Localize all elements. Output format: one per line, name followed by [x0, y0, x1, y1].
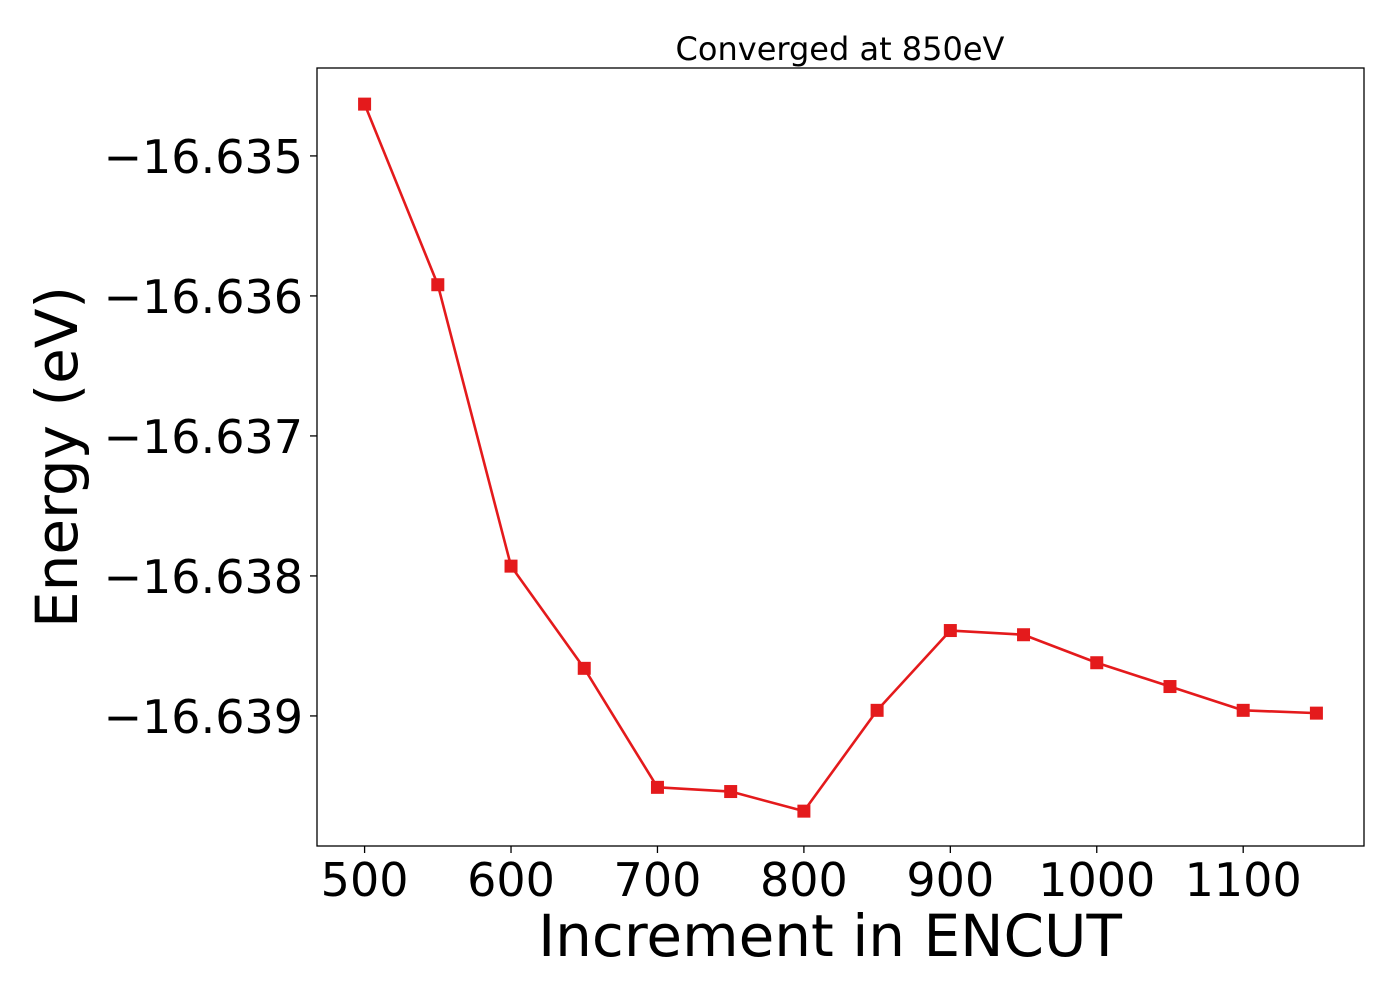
- series-layer: [358, 97, 1323, 818]
- y-axis-label: Energy (eV): [23, 286, 91, 628]
- y-tick-label-2: −16.637: [104, 410, 304, 464]
- data-point-1000: [1090, 656, 1104, 670]
- data-point-750: [724, 785, 738, 799]
- data-point-800: [797, 804, 811, 818]
- data-point-900: [943, 624, 957, 638]
- series-line-0: [363, 103, 1317, 813]
- x-tick-label-700: 700: [614, 853, 702, 907]
- y-tick-label-0: −16.635: [104, 130, 304, 184]
- y-tick-label-1: −16.636: [104, 270, 304, 324]
- chart-title: Converged at 850eV: [676, 30, 1005, 68]
- data-point-650: [577, 661, 591, 675]
- data-point-600: [504, 559, 518, 573]
- x-tick-label-800: 800: [760, 853, 848, 907]
- y-axis: −16.635 −16.636 −16.637 −16.638 −16.639: [104, 130, 317, 744]
- data-point-850: [870, 703, 884, 717]
- data-point-550: [431, 278, 445, 292]
- y-tick-label-3: −16.638: [104, 550, 304, 604]
- x-tick-label-900: 900: [906, 853, 994, 907]
- data-point-1150: [1309, 706, 1323, 720]
- y-tick-label-4: −16.639: [104, 690, 304, 744]
- data-point-500: [358, 97, 372, 111]
- data-point-1050: [1163, 680, 1177, 694]
- x-tick-label-1100: 1100: [1185, 853, 1302, 907]
- x-tick-label-1000: 1000: [1038, 853, 1155, 907]
- x-axis: 500 600 700 800 900 1000 1100: [321, 846, 1302, 907]
- plot-area-frame: [316, 67, 1365, 847]
- data-point-1100: [1236, 703, 1250, 717]
- data-point-700: [650, 780, 664, 794]
- x-tick-label-500: 500: [321, 853, 409, 907]
- data-point-950: [1017, 628, 1031, 642]
- x-tick-label-600: 600: [467, 853, 555, 907]
- x-axis-label: Increment in ENCUT: [538, 902, 1122, 970]
